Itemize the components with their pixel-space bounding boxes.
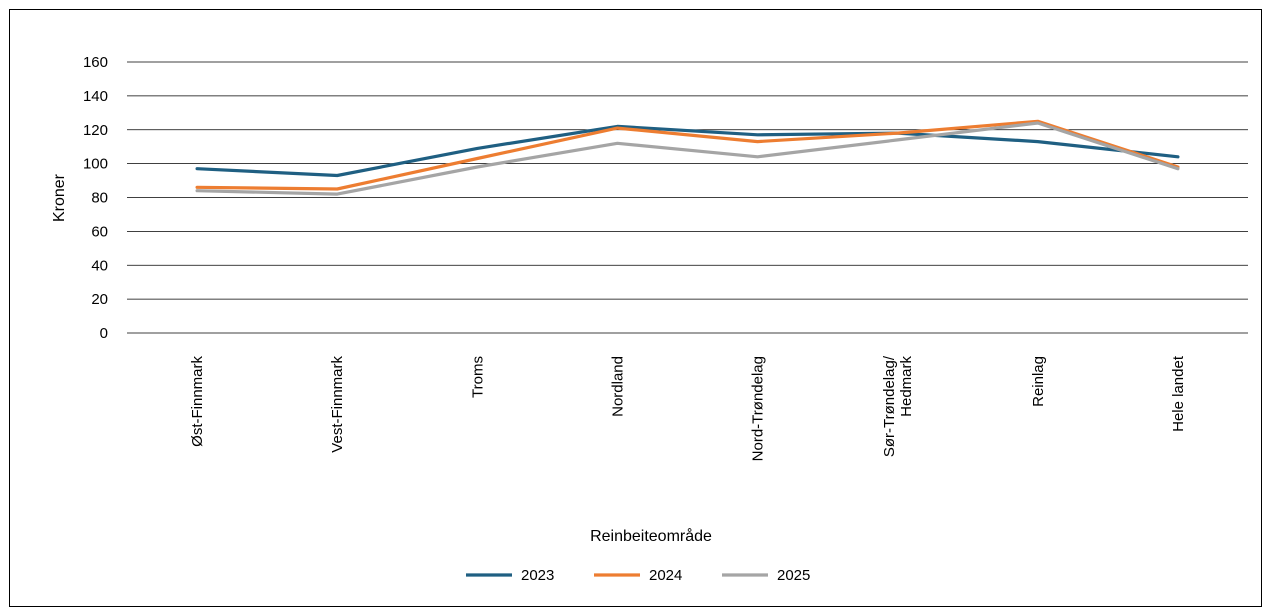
legend-label-2025: 2025 [777,567,810,584]
y-tick-label: 60 [91,223,108,240]
legend: 2023 2024 2025 [466,567,810,584]
x-tick-labels: Øst-Finnmark Vest-Finnmark Troms Nordland No… [189,355,1187,461]
y-tick-label: 120 [83,122,108,139]
x-tick-label: Hedmark [898,356,915,417]
x-axis-title: Reinbeiteområde [590,527,712,545]
x-tick-label: Reinlag [1030,356,1047,407]
y-axis-title: Kroner [51,173,68,222]
x-tick-label: Sør-Trøndelag/ [881,355,898,457]
x-tick-label: Troms [469,356,486,398]
legend-label-2024: 2024 [649,567,682,584]
x-tick-label: Hele landet [1170,355,1187,432]
series-lines [195,119,1180,196]
y-tick-label: 160 [83,54,108,71]
x-tick-label: Nordland [609,356,626,417]
series-line-2025 [195,121,1180,196]
y-tick-label: 40 [91,257,108,274]
y-tick-label: 100 [83,156,108,173]
x-tick-label: Øst-Finnmark [189,356,206,447]
series-line-2024 [195,119,1180,191]
series-line-2023 [195,124,1180,178]
y-tick-label: 20 [91,291,108,308]
chart-frame [9,9,1262,607]
y-tick-label: 80 [91,190,108,207]
y-tick-labels: 0 20 40 60 80 100 120 140 160 [83,54,108,342]
x-tick-label: Nord-Trøndelag [750,356,767,461]
y-tick-label: 0 [100,325,108,342]
legend-label-2023: 2023 [521,567,554,584]
x-tick-label: Vest-Finnmark [329,356,346,453]
gridlines [127,61,1248,334]
y-tick-label: 140 [83,88,108,105]
